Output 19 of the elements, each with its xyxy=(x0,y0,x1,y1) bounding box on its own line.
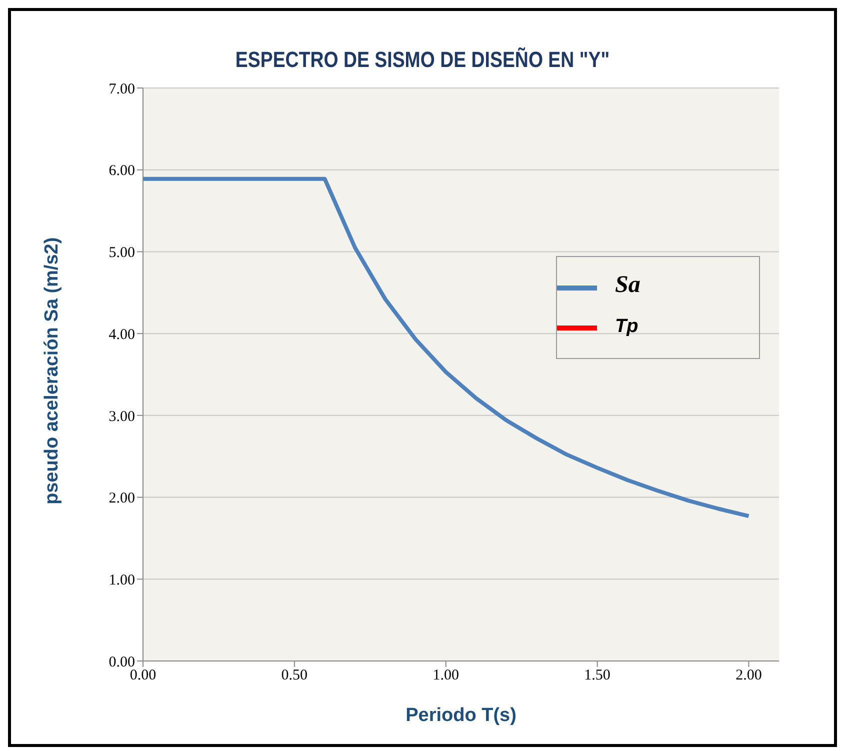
x-tick-label: 2.00 xyxy=(736,668,762,684)
y-tick-label: 6.00 xyxy=(108,163,135,180)
y-tick-label: 7.00 xyxy=(108,81,135,98)
y-tick-label: 0.00 xyxy=(108,654,135,670)
x-axis-title: Periodo T(s) xyxy=(406,705,516,726)
y-tick-label: 5.00 xyxy=(108,245,135,262)
legend-label: Sa xyxy=(615,272,640,298)
x-tick-label: 0.00 xyxy=(130,668,156,684)
y-tick-label: 1.00 xyxy=(108,572,135,588)
y-tick-label: 4.00 xyxy=(108,326,135,343)
x-tick-label: 0.50 xyxy=(281,668,308,684)
chart-title: ESPECTRO DE SISMO DE DISEÑO EN "Y" xyxy=(234,47,611,73)
y-axis-title: pseudo aceleración Sa (m/s2) xyxy=(42,237,63,504)
y-tick-label: 2.00 xyxy=(108,490,135,507)
x-tick-label: 1.50 xyxy=(584,668,610,684)
y-tick-label: 3.00 xyxy=(108,408,135,425)
legend-label: Tp xyxy=(615,316,638,337)
line-series xyxy=(143,176,751,518)
x-tick-label: 1.00 xyxy=(432,668,459,684)
